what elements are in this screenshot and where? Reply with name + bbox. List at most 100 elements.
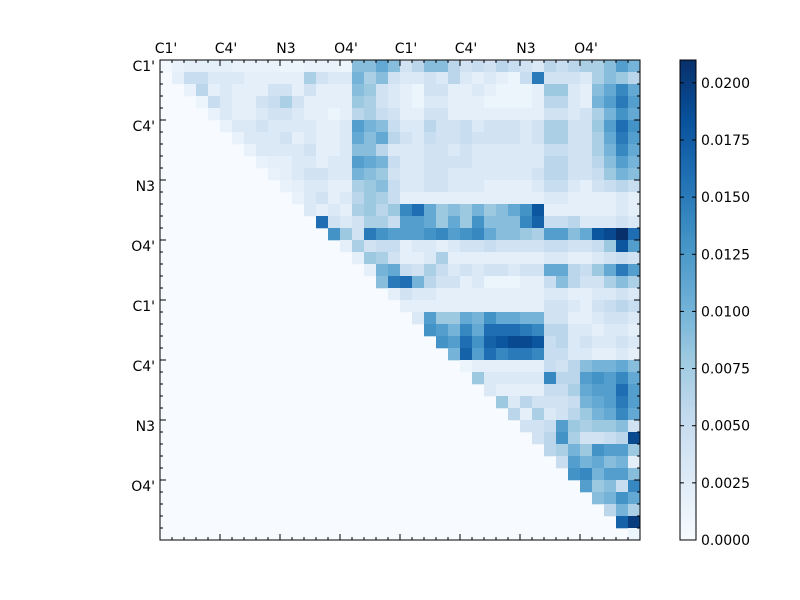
heatmap-cell [436,144,449,157]
heatmap-cell [472,324,485,337]
heatmap-cell [568,120,581,133]
heatmap-cell [244,144,257,157]
heatmap-cell [496,216,509,229]
heatmap-cell [316,204,329,217]
heatmap-cell [448,156,461,169]
heatmap-cell [472,360,485,373]
heatmap-cell [412,132,425,145]
heatmap-cell [340,132,353,145]
heatmap-cell [628,180,641,193]
heatmap-cell [592,384,605,397]
heatmap-cell [568,384,581,397]
heatmap-cell [604,72,617,85]
heatmap-cell [412,84,425,97]
heatmap-cell [352,60,365,73]
heatmap-cell [592,108,605,121]
heatmap-cell [472,228,485,241]
heatmap-cell [568,348,581,361]
heatmap-cell [568,300,581,313]
x-tick-label: C4' [455,41,478,57]
heatmap-cell [556,372,569,385]
heatmap-cell [412,60,425,73]
heatmap-cell [604,312,617,325]
heatmap-cell [604,192,617,205]
colorbar-tick-label: 0.0075 [701,362,750,378]
heatmap-cell [592,324,605,337]
heatmap-cell [592,144,605,157]
heatmap-cell [580,120,593,133]
heatmap-cell [388,192,401,205]
heatmap-cell [604,372,617,385]
heatmap-cell [448,276,461,289]
heatmap-cell [604,108,617,121]
heatmap-cell [436,72,449,85]
heatmap-cell [616,408,629,421]
heatmap-cell [604,264,617,277]
heatmap-cell [592,360,605,373]
heatmap-cell [544,252,557,265]
heatmap-cell [580,324,593,337]
heatmap-cell [628,396,641,409]
heatmap-cell [376,60,389,73]
heatmap-cell [184,84,197,97]
heatmap-cell [364,132,377,145]
heatmap-cell [412,144,425,157]
heatmap-cell [448,144,461,157]
heatmap-cell [496,252,509,265]
heatmap-cell [352,84,365,97]
heatmap-cell [532,168,545,181]
heatmap-cell [472,156,485,169]
heatmap-cell [460,276,473,289]
heatmap-cell [580,480,593,493]
heatmap-cell [352,156,365,169]
colorbar-ticks: 0.0000 0.0025 0.0050 0.0075 0.0100 0.0125 0.01… [680,76,750,549]
heatmap-cell [508,60,521,73]
heatmap-cell [604,348,617,361]
heatmap-cell [184,60,197,73]
heatmap-cell [424,156,437,169]
heatmap-cell [472,120,485,133]
heatmap-cell [628,432,641,445]
heatmap-cell [400,60,413,73]
heatmap-cell [316,108,329,121]
heatmap-cell [532,324,545,337]
heatmap-cell [616,384,629,397]
heatmap-cell [592,72,605,85]
x-tick-label: C1' [155,41,178,57]
heatmap-cell [508,156,521,169]
heatmap-cell [556,132,569,145]
heatmap-cell [256,108,269,121]
heatmap-cell [592,156,605,169]
heatmap-cell [496,228,509,241]
heatmap-cell [604,384,617,397]
heatmap-cell [628,156,641,169]
heatmap-cell [616,156,629,169]
heatmap-cell [616,300,629,313]
heatmap-cell [496,312,509,325]
heatmap-cell [400,120,413,133]
heatmap-cell [448,228,461,241]
heatmap-cell [520,120,533,133]
heatmap-cell [364,240,377,253]
heatmap-cell [256,60,269,73]
heatmap-cell [460,264,473,277]
heatmap-cell [400,300,413,313]
heatmap-cell [628,408,641,421]
heatmap-cell [472,72,485,85]
heatmap-cell [604,468,617,481]
heatmap-cell [388,84,401,97]
heatmap-cell [616,180,629,193]
heatmap-cell [556,324,569,337]
heatmap-cell [592,348,605,361]
heatmap-cell [436,264,449,277]
heatmap-cell [604,132,617,145]
heatmap-cell [556,120,569,133]
heatmap-cell [568,84,581,97]
heatmap-cell [472,180,485,193]
heatmap-cell [556,264,569,277]
heatmap-cell [496,240,509,253]
heatmap-cell [508,96,521,109]
heatmap-cell [484,84,497,97]
heatmap-cell [604,204,617,217]
heatmap-cell [484,228,497,241]
